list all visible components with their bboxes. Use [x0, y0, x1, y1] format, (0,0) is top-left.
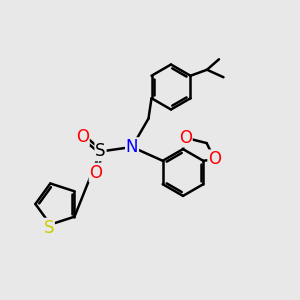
- Text: O: O: [89, 164, 103, 181]
- Text: S: S: [95, 142, 106, 160]
- Text: O: O: [76, 128, 89, 146]
- Text: O: O: [179, 129, 192, 147]
- Text: N: N: [126, 138, 138, 156]
- Text: O: O: [208, 150, 221, 168]
- Text: S: S: [44, 218, 54, 236]
